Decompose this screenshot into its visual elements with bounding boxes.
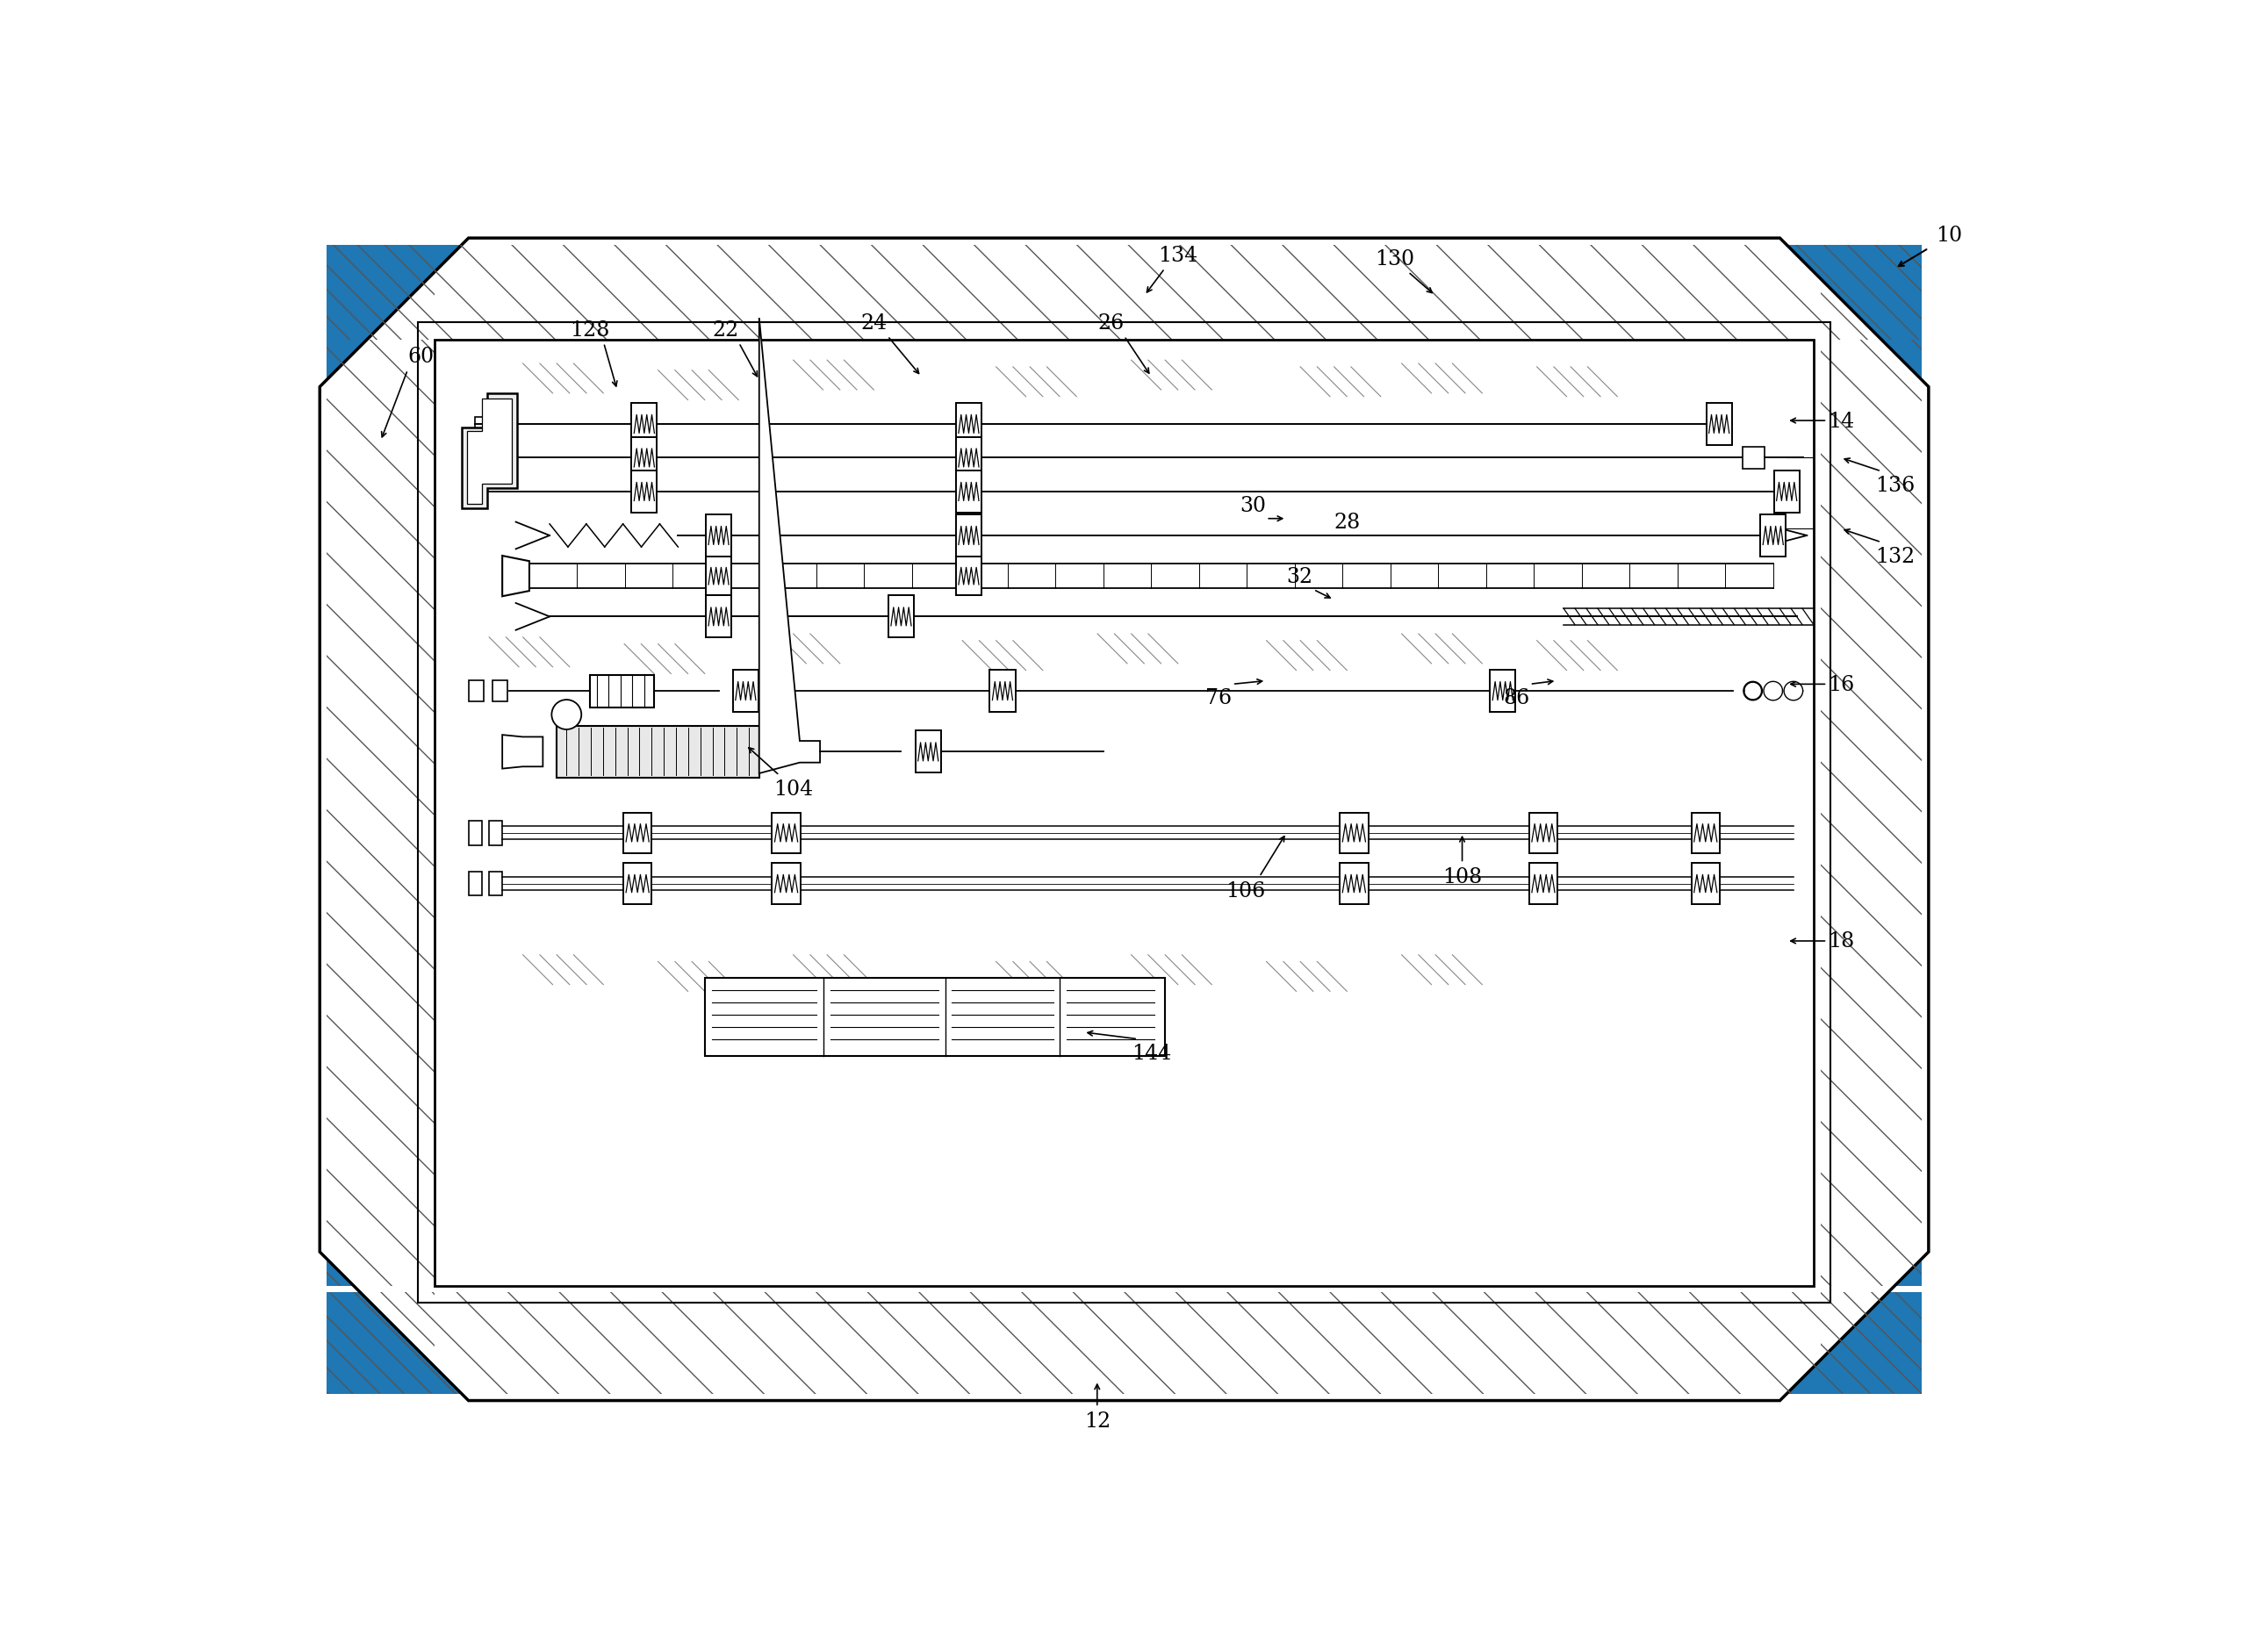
Bar	[1821, 340, 1922, 1285]
Text: 18: 18	[1828, 932, 1855, 952]
Bar	[772, 864, 801, 904]
Bar	[633, 438, 657, 479]
Bar	[1821, 1292, 1922, 1394]
Bar	[1691, 813, 1720, 854]
Bar	[1339, 813, 1368, 854]
Bar	[989, 671, 1016, 712]
Bar	[733, 671, 758, 712]
Bar	[491, 681, 507, 702]
Polygon shape	[502, 735, 543, 770]
Bar	[1761, 515, 1785, 557]
Bar	[327, 246, 1922, 340]
Text: 106: 106	[1227, 881, 1265, 900]
Bar	[633, 471, 657, 514]
Text: 14: 14	[1828, 411, 1855, 431]
Text: 10: 10	[1936, 225, 1963, 246]
Bar	[624, 813, 653, 854]
Text: 136: 136	[1875, 476, 1916, 496]
Bar	[915, 732, 942, 773]
Bar	[956, 557, 982, 596]
Polygon shape	[462, 395, 518, 509]
Bar	[1530, 813, 1557, 854]
Bar	[1339, 864, 1368, 904]
Text: 30: 30	[1240, 496, 1265, 515]
Bar	[469, 681, 484, 702]
Bar	[956, 403, 982, 446]
Text: 132: 132	[1875, 547, 1916, 567]
Bar	[590, 676, 655, 707]
Text: 24: 24	[861, 314, 888, 334]
Bar	[1707, 403, 1732, 446]
Polygon shape	[502, 557, 529, 596]
Bar	[956, 471, 982, 514]
Text: 86: 86	[1503, 687, 1530, 709]
Circle shape	[552, 700, 581, 730]
Bar	[707, 596, 731, 638]
Bar	[704, 978, 1164, 1056]
Text: 12: 12	[1083, 1411, 1110, 1431]
Bar	[435, 340, 1815, 1285]
Text: 32: 32	[1287, 567, 1312, 586]
Bar	[1774, 471, 1799, 514]
Bar	[489, 821, 502, 846]
Bar	[327, 340, 435, 1285]
Bar	[476, 451, 487, 466]
Bar	[633, 403, 657, 446]
Bar	[327, 1292, 435, 1394]
Text: 26: 26	[1097, 314, 1124, 334]
Bar	[772, 813, 801, 854]
Bar	[556, 727, 758, 778]
Text: 16: 16	[1828, 674, 1855, 695]
Bar	[956, 438, 982, 479]
Bar	[1821, 246, 1922, 340]
Text: 134: 134	[1157, 246, 1198, 266]
Bar	[489, 872, 502, 895]
Text: 76: 76	[1204, 687, 1231, 709]
Bar	[476, 418, 487, 431]
Text: 144: 144	[1130, 1042, 1171, 1062]
Bar	[707, 557, 731, 596]
Text: 108: 108	[1442, 867, 1483, 887]
Text: 22: 22	[711, 320, 738, 340]
Bar	[956, 515, 982, 557]
Bar	[888, 596, 913, 638]
Bar	[469, 821, 482, 846]
Text: 128: 128	[570, 320, 610, 340]
Bar	[624, 864, 653, 904]
Bar	[327, 1292, 1922, 1394]
Polygon shape	[758, 319, 821, 773]
Text: 104: 104	[774, 780, 812, 800]
Polygon shape	[321, 240, 1929, 1401]
Bar	[707, 515, 731, 557]
Bar	[1489, 671, 1516, 712]
Bar	[1743, 448, 1765, 469]
Polygon shape	[467, 398, 511, 504]
Bar	[1530, 864, 1557, 904]
Text: 28: 28	[1335, 512, 1362, 532]
Bar	[417, 324, 1830, 1303]
Text: 60: 60	[408, 347, 435, 367]
Bar	[1691, 864, 1720, 904]
Bar	[327, 246, 435, 340]
Bar	[469, 872, 482, 895]
Text: 130: 130	[1375, 249, 1415, 269]
